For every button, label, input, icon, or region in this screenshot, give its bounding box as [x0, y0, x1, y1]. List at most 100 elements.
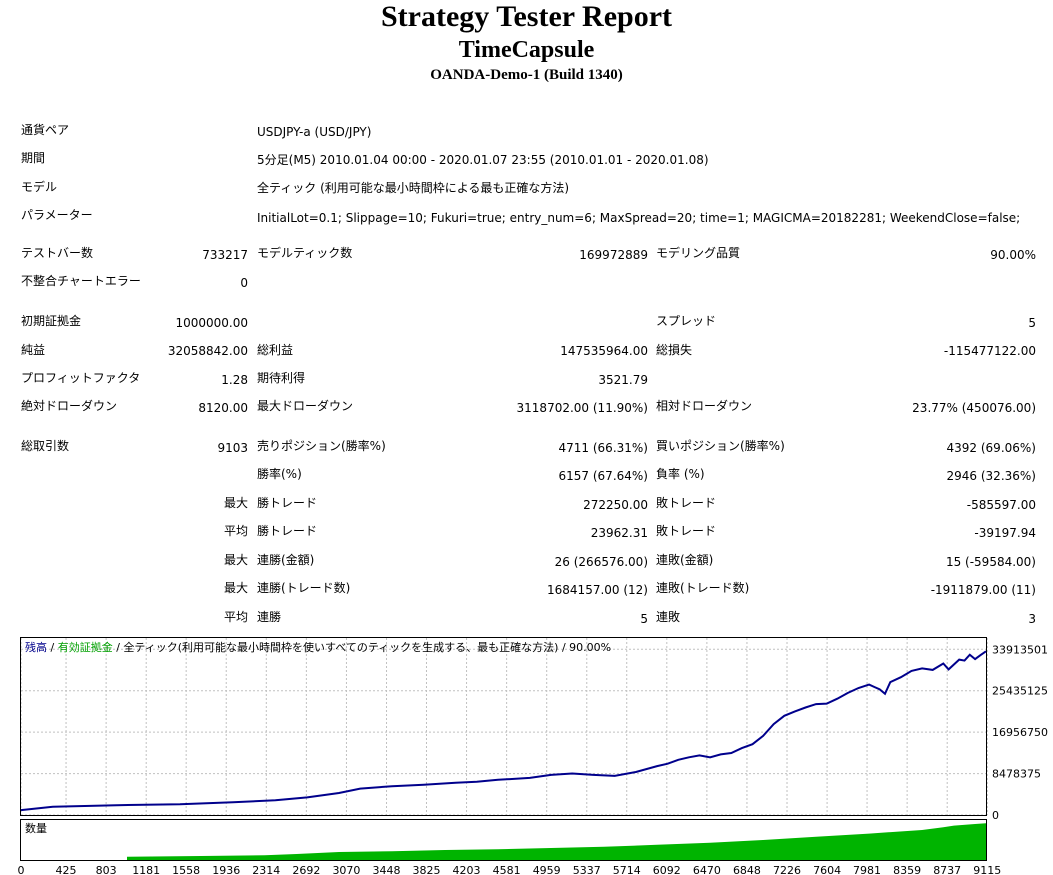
legend-rest: / 全ティック(利用可能な最小時間枠を使いすべてのティックを生成する、最も正確な…	[113, 640, 611, 654]
max-cons-wins-label: 連勝(金額)	[257, 553, 315, 567]
balance-chart: 33913501 25435125 16956750 8478375 0 0 425 803…	[18, 637, 1048, 875]
x-tick-label: 0	[18, 864, 25, 875]
profit-factor-label: プロフィットファクタ	[21, 371, 141, 385]
x-tick-label: 4203	[453, 864, 481, 875]
total-trades-label: 総取引数	[21, 439, 70, 453]
win-pct-value: 6157 (67.64%)	[558, 469, 648, 483]
x-tick-label: 1181	[132, 864, 160, 875]
average-prefix: 平均	[223, 524, 248, 538]
gross-loss-label: 総損失	[656, 343, 693, 357]
x-tick-label: 425	[56, 864, 77, 875]
gross-profit-value: 147535964.00	[560, 344, 648, 358]
gross-profit-label: 総利益	[257, 343, 294, 357]
max-drawdown-label: 最大ドローダウン	[257, 399, 354, 413]
balance-series	[20, 650, 987, 812]
ticks-value: 169972889	[579, 248, 648, 262]
volume-area	[127, 823, 986, 860]
rel-drawdown-value: 23.77% (450076.00)	[912, 401, 1036, 415]
x-tick-label: 5714	[613, 864, 641, 875]
x-axis-ticks: 0 425 803 1181 1558 1936 2314 2692 3070 3448 3825 4…	[18, 864, 1002, 875]
x-tick-label: 1558	[172, 864, 200, 875]
x-tick-label: 6470	[693, 864, 721, 875]
x-tick-label: 5337	[573, 864, 601, 875]
mismatch-value: 0	[240, 276, 248, 290]
max-cons-profit-value: 1684157.00 (12)	[547, 583, 648, 597]
net-profit-label: 純益	[21, 343, 46, 357]
avg-cons-wins-label: 連勝	[257, 610, 282, 624]
max-cons-prefix: 最大	[223, 553, 248, 567]
x-tick-label: 9115	[973, 864, 1001, 875]
avg-loss-label: 敗トレード	[656, 524, 717, 538]
avg-loss-value: -39197.94	[974, 526, 1036, 540]
ea-name: TimeCapsule	[458, 37, 595, 63]
max-cons-wins-value: 26 (266576.00)	[554, 555, 648, 569]
avg-cons-losses-label: 連敗	[656, 610, 681, 624]
ticks-label: モデルティック数	[257, 246, 353, 260]
x-tick-label: 7604	[813, 864, 841, 875]
period-value: 5分足(M5) 2010.01.04 00:00 - 2020.01.07 23…	[257, 153, 709, 167]
volume-label: 数量	[25, 822, 47, 835]
y-tick-label: 25435125	[992, 685, 1048, 698]
x-tick-label: 1936	[212, 864, 240, 875]
legend-sep: /	[47, 641, 58, 654]
profit-factor-value: 1.28	[221, 373, 248, 387]
max-cons-losses-label: 連敗(金額)	[656, 553, 714, 567]
volume-plot-frame	[20, 819, 987, 861]
deposit-label: 初期証拠金	[21, 314, 82, 328]
net-profit-value: 32058842.00	[167, 344, 248, 358]
y-tick-label: 16956750	[992, 726, 1048, 739]
symbol-label: 通貨ペア	[21, 123, 70, 137]
x-tick-label: 6848	[733, 864, 761, 875]
max-drawdown-value: 3118702.00 (11.90%)	[516, 401, 648, 415]
x-tick-label: 3448	[373, 864, 401, 875]
avg-cons-prefix: 平均	[223, 610, 248, 624]
y-tick-label: 0	[992, 809, 999, 822]
avg-win-label: 勝トレード	[257, 524, 318, 538]
legend: 残高 / 有効証拠金 / 全ティック(利用可能な最小時間枠を使いすべてのティック…	[25, 640, 611, 654]
x-tick-label: 6092	[653, 864, 681, 875]
loss-pct-label: 負率 (%)	[656, 467, 705, 481]
spread-value: 5	[1028, 316, 1036, 330]
x-tick-label: 803	[96, 864, 117, 875]
x-tick-label: 8359	[893, 864, 921, 875]
model-label: モデル	[21, 180, 58, 194]
mismatch-label: 不整合チャートエラー	[21, 274, 141, 288]
model-value: 全ティック (利用可能な最小時間枠による最も正確な方法)	[257, 181, 570, 195]
max-cons-trades-prefix: 最大	[223, 581, 248, 595]
quality-label: モデリング品質	[656, 246, 741, 260]
largest-loss-value: -585597.00	[966, 498, 1036, 512]
largest-loss-label: 敗トレード	[656, 496, 717, 510]
expected-payoff-label: 期待利得	[257, 371, 306, 385]
rel-drawdown-label: 相対ドローダウン	[656, 399, 753, 413]
y-tick-label: 33913501	[992, 643, 1048, 656]
y-tick-label: 8478375	[992, 768, 1041, 781]
period-label: 期間	[21, 151, 46, 165]
x-tick-label: 3070	[332, 864, 360, 875]
legend-balance: 残高	[25, 640, 47, 654]
chart-grid	[20, 638, 988, 816]
short-positions-label: 売りポジション(勝率%)	[257, 439, 386, 453]
abs-drawdown-value: 8120.00	[198, 401, 248, 415]
report-title: Strategy Tester Report	[380, 0, 673, 33]
max-cons-loss-label: 連敗(トレード数)	[656, 581, 750, 595]
quality-value: 90.00%	[990, 248, 1036, 262]
symbol-value: USDJPY-a (USD/JPY)	[257, 125, 372, 139]
win-pct-label: 勝率(%)	[257, 467, 302, 481]
largest-prefix: 最大	[223, 496, 248, 510]
expected-payoff-value: 3521.79	[598, 373, 648, 387]
loss-pct-value: 2946 (32.36%)	[946, 469, 1036, 483]
abs-drawdown-label: 絶対ドローダウン	[21, 399, 118, 413]
gross-loss-value: -115477122.00	[943, 344, 1036, 358]
x-tick-label: 7981	[853, 864, 881, 875]
server-info: OANDA-Demo-1 (Build 1340)	[430, 67, 623, 83]
balance-line	[20, 650, 987, 812]
spread-label: スプレッド	[656, 314, 717, 328]
long-positions-value: 4392 (69.06%)	[946, 441, 1036, 455]
bars-value: 733217	[202, 248, 248, 262]
x-tick-label: 4959	[533, 864, 561, 875]
long-positions-label: 買いポジション(勝率%)	[656, 439, 785, 453]
x-tick-label: 7226	[773, 864, 801, 875]
total-trades-value: 9103	[217, 441, 248, 455]
x-tick-label: 2692	[292, 864, 320, 875]
avg-win-value: 23962.31	[590, 526, 648, 540]
